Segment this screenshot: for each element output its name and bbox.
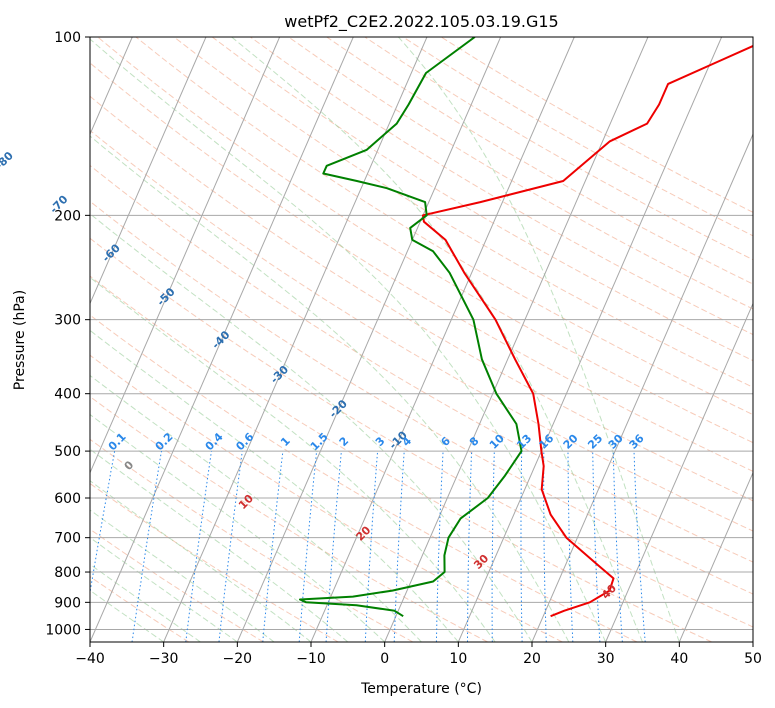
y-tick-label: 600 [54,491,81,507]
moist-adiabat-line [90,213,533,642]
x-tick-label: −30 [149,651,179,667]
y-tick-label: 300 [54,313,81,329]
mixing-ratio-line [325,451,342,642]
isotherm-line [90,37,281,474]
isotherm-line [90,37,354,642]
chart-title: wetPf2_C2E2.2022.105.03.19.G15 [284,12,558,32]
temperature-profile-line [422,44,753,618]
dry-adiabat-line [90,95,753,502]
dry-adiabat-line [90,129,753,532]
isotherm-line [236,37,502,642]
isotherm-line [531,132,753,642]
dry-adiabat-line [250,37,753,336]
moist-adiabat-line [90,38,607,642]
x-tick-label: 20 [523,651,541,667]
mixing-ratio-line [262,451,284,642]
plot-frame [89,36,754,643]
isotherms [90,37,753,642]
mixing-ratio-line [131,451,162,642]
x-tick-label: 0 [380,651,389,667]
moist-adiabat-line [90,563,201,642]
dry-adiabat-line [90,237,753,628]
dry-adiabat-line [326,37,753,285]
moist-adiabat-line [90,589,164,642]
dry-adiabat-line [90,314,638,642]
dry-adiabat-line [90,275,712,642]
x-tick-label: −20 [223,651,253,667]
y-tick-label: 400 [54,387,81,403]
x-tick-label: −40 [75,651,105,667]
moist-adiabat-line [90,276,496,642]
mixing-ratio-line [218,451,243,642]
y-axis-label: Pressure (hPa) [12,290,28,390]
dry-adiabat-line [90,396,488,642]
isotherm-line [605,302,753,642]
x-tick-label: 50 [744,651,762,667]
y-tick-label: 800 [54,565,81,581]
y-axis-ticks: 1000 900 800 700 600 500 400 300 200 100 [45,30,90,638]
moist-adiabat-line [90,413,386,642]
x-tick-label: 10 [449,651,467,667]
y-tick-label: 1000 [45,622,81,638]
isotherm-line [678,471,753,642]
dry-adiabat-line [173,37,753,388]
dry-adiabat-line [288,37,753,310]
y-tick-label: 100 [54,30,81,46]
x-axis-label: Temperature (°C) [360,681,482,697]
moist-adiabats [90,37,680,642]
isotherm-line [90,37,207,305]
x-tick-label: 40 [670,651,688,667]
y-tick-label: 900 [54,595,81,611]
x-tick-label: −10 [296,651,326,667]
y-tick-label: 500 [54,444,81,460]
moist-adiabat-line [231,37,643,642]
isotherm-line [163,37,428,642]
sounding-profiles [299,37,753,618]
moist-adiabat-line [398,37,680,642]
dry-adiabat-line [97,37,753,444]
moist-adiabat-line [90,480,312,642]
dry-adiabat-line [90,354,563,642]
plot-area [90,37,753,642]
dry-adiabat-line [90,200,753,595]
x-tick-label: 30 [597,651,615,667]
mixing-ratio-lines [90,451,646,642]
dewpoint-profile-line [299,37,523,618]
moist-adiabat-line [90,135,570,642]
dry-adiabat-line [90,575,190,642]
dry-adiabat-line [90,482,339,642]
moist-adiabat-line [90,374,422,642]
y-tick-label: 200 [54,208,81,224]
mixing-ratio-line [298,451,318,642]
mixing-ratio-line [185,451,212,642]
pressure-gridlines [90,37,753,630]
isotherm-line [457,37,723,642]
x-axis-ticks: −40 −30 −20 −10 0 10 20 30 40 50 [75,642,762,667]
isotherm-line [384,37,649,642]
moist-adiabat-line [90,537,238,642]
y-tick-label: 700 [54,531,81,547]
isotherm-line [310,37,575,642]
moist-adiabat-line [90,448,349,642]
moist-adiabat-line [90,329,459,642]
